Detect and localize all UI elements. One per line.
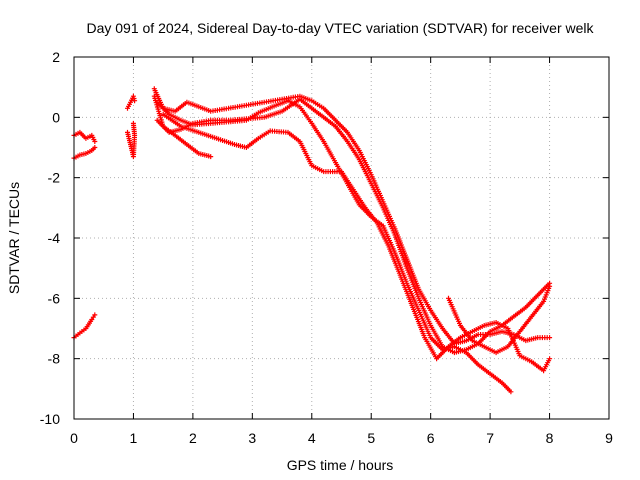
x-tick-label: 3: [248, 430, 256, 446]
grid: [74, 57, 609, 419]
series-markers: [125, 120, 138, 160]
x-tick-label: 8: [546, 430, 554, 446]
series-track-e: [125, 120, 138, 160]
y-tick-label: -2: [48, 170, 61, 186]
series-markers: [71, 129, 98, 144]
y-tick-label: -8: [48, 351, 61, 367]
series-track-j: [160, 111, 553, 374]
x-tick-label: 2: [189, 430, 197, 446]
series-markers: [71, 312, 98, 341]
series-markers: [154, 98, 514, 395]
y-axis-label: SDTVAR / TECUs: [6, 182, 22, 294]
x-axis-label: GPS time / hours: [287, 457, 394, 473]
x-tick-label: 4: [308, 430, 316, 446]
y-tick-label: -4: [48, 230, 61, 246]
y-tick-label: -6: [48, 290, 61, 306]
tick-labels: 0 1 2 3 4 5 6 7 8 9 2 0 -2 -4 -6 -8 -10: [40, 49, 613, 446]
series-track-a: [71, 129, 98, 144]
chart-title: Day 091 of 2024, Sidereal Day-to-day VTE…: [86, 20, 594, 36]
y-tick-label: 2: [52, 49, 60, 65]
x-tick-label: 1: [130, 430, 138, 446]
data-series: [71, 86, 553, 395]
x-tick-label: 5: [367, 430, 375, 446]
series-markers: [125, 93, 138, 111]
series-markers: [151, 86, 553, 347]
series-markers: [446, 283, 553, 356]
x-tick-label: 9: [605, 430, 613, 446]
series-track-c: [71, 312, 98, 341]
x-tick-label: 6: [427, 430, 435, 446]
x-tick-label: 0: [70, 430, 78, 446]
series-track-i: [154, 98, 514, 395]
series-markers: [160, 111, 553, 374]
series-track-d: [125, 93, 138, 111]
plot-frame: [73, 56, 610, 420]
series-track-b: [71, 145, 98, 161]
series-track-f: [151, 86, 553, 347]
series-markers: [71, 145, 98, 161]
series-track-k: [446, 283, 553, 356]
y-tick-label: -10: [40, 411, 60, 427]
y-tick-label: 0: [52, 109, 60, 125]
x-tick-label: 7: [486, 430, 494, 446]
